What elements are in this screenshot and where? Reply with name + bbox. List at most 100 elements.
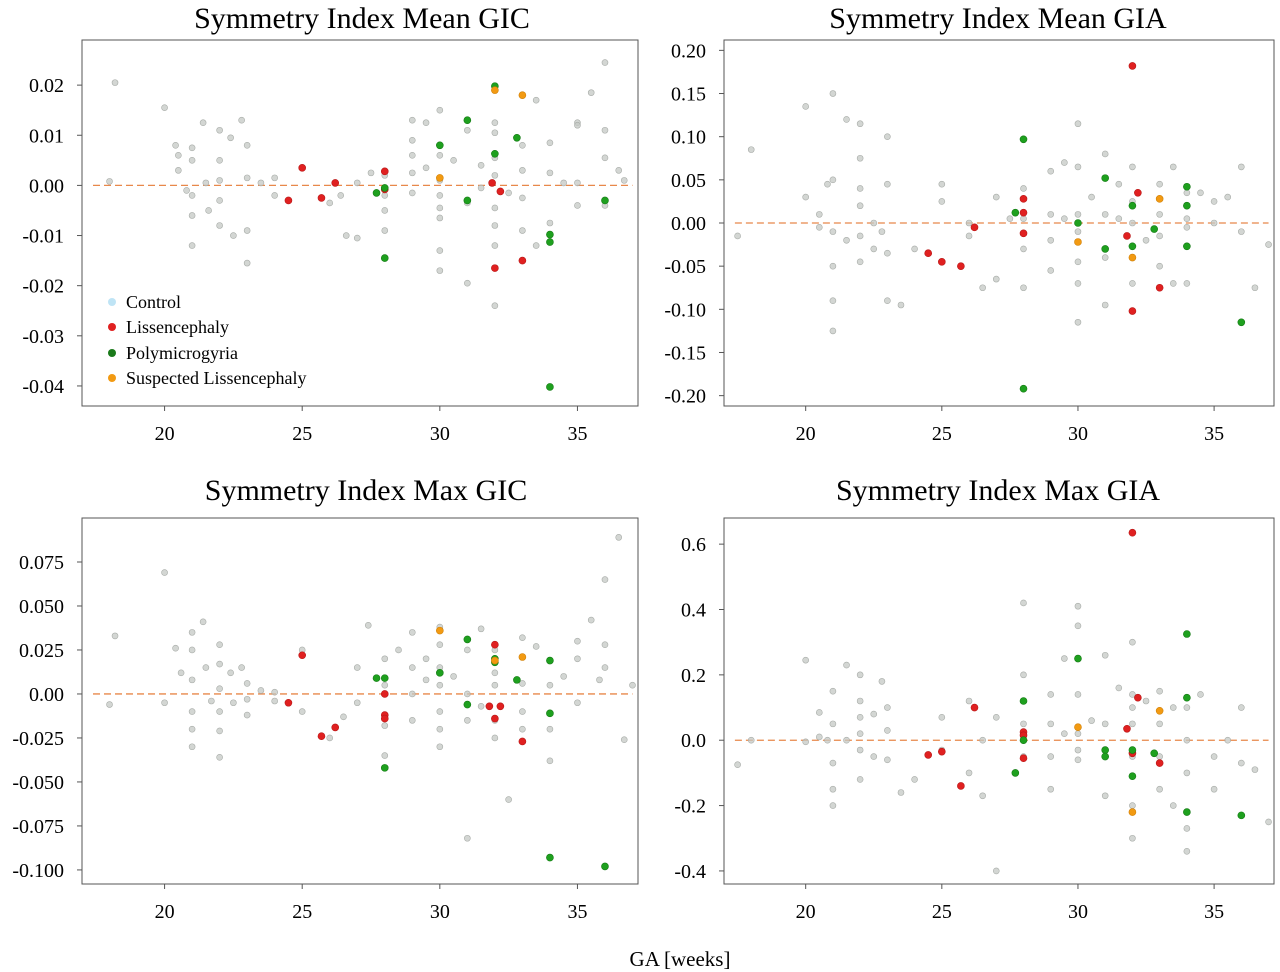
- data-point-control: [1156, 211, 1163, 218]
- data-point-polymicrogyria: [1237, 318, 1246, 327]
- data-point-control: [188, 192, 196, 199]
- data-point-control: [856, 185, 864, 192]
- data-point-control: [884, 727, 891, 734]
- data-point-control: [1129, 802, 1136, 809]
- data-point-control: [815, 224, 823, 231]
- series-lissencephaly: [284, 164, 527, 272]
- data-point-control: [1074, 258, 1082, 266]
- data-point-control: [1074, 120, 1082, 128]
- data-point-control: [856, 746, 864, 754]
- y-tick-label: 0.4: [681, 600, 706, 622]
- data-point-control: [601, 59, 609, 66]
- data-point-control: [1061, 159, 1068, 166]
- y-tick-label: -0.01: [22, 226, 64, 248]
- data-point-suspected-lissencephaly: [1128, 808, 1137, 816]
- data-point-lissencephaly: [1134, 188, 1142, 197]
- data-point-control: [1074, 163, 1082, 171]
- data-point-lissencephaly: [1128, 307, 1137, 315]
- data-point-lissencephaly: [485, 702, 494, 711]
- data-point-control: [911, 245, 918, 253]
- data-point-control: [381, 192, 389, 199]
- data-point-control: [177, 669, 185, 677]
- data-point-lissencephaly: [938, 258, 946, 266]
- chart-title: Symmetry Index Mean GIC: [194, 2, 530, 35]
- data-point-control: [1020, 185, 1027, 192]
- data-point-control: [601, 641, 609, 648]
- data-point-polymicrogyria: [436, 141, 444, 150]
- data-point-control: [188, 212, 196, 219]
- data-point-control: [188, 144, 196, 152]
- data-point-lissencephaly: [284, 698, 293, 707]
- y-tick-label: 0.0: [681, 730, 706, 752]
- data-point-control: [491, 242, 499, 249]
- data-point-lissencephaly: [284, 196, 293, 205]
- data-point-control: [243, 259, 251, 267]
- data-point-polymicrogyria: [380, 254, 389, 262]
- data-point-polymicrogyria: [513, 133, 521, 142]
- data-point-control: [965, 232, 973, 240]
- data-point-control: [422, 655, 430, 663]
- data-point-polymicrogyria: [436, 669, 444, 677]
- data-point-control: [491, 734, 499, 742]
- data-point-polymicrogyria: [1150, 749, 1158, 758]
- data-point-control: [436, 152, 444, 159]
- series-control: [106, 59, 628, 310]
- data-point-lissencephaly: [317, 194, 326, 202]
- data-point-suspected-lissencephaly: [491, 656, 499, 665]
- chart-title: Symmetry Index Mean GIA: [829, 2, 1167, 35]
- data-point-control: [271, 174, 278, 182]
- data-point-control: [1115, 215, 1123, 222]
- data-point-lissencephaly: [957, 262, 965, 270]
- data-point-lissencephaly: [518, 256, 527, 265]
- data-point-lissencephaly: [924, 249, 933, 258]
- data-point-control: [992, 275, 1000, 283]
- y-tick-label: -0.02: [22, 276, 64, 298]
- data-point-control: [1047, 720, 1055, 728]
- data-point-control: [188, 629, 196, 636]
- y-tick-label: -0.4: [674, 861, 706, 883]
- data-point-control: [856, 697, 864, 705]
- data-point-control: [1210, 219, 1218, 227]
- chart-panel-4: Symmetry Index Max GIA 20 25 30 35 0.6 0.4 0.2 0…: [674, 474, 1275, 923]
- data-point-control: [1074, 746, 1082, 754]
- data-point-polymicrogyria: [463, 116, 472, 125]
- data-point-control: [911, 776, 918, 783]
- data-point-control: [1169, 280, 1177, 287]
- data-point-control: [884, 180, 891, 188]
- data-point-control: [161, 104, 168, 111]
- x-tick-label: 25: [292, 423, 312, 445]
- series-polymicrogyria: [372, 635, 609, 871]
- data-point-polymicrogyria: [1183, 808, 1191, 816]
- data-point-control: [574, 121, 581, 129]
- data-point-control: [843, 116, 850, 123]
- data-point-lissencephaly: [1128, 62, 1137, 70]
- data-point-control: [1265, 818, 1272, 826]
- data-point-polymicrogyria: [1101, 746, 1109, 754]
- data-point-control: [1183, 189, 1191, 197]
- data-point-control: [408, 717, 416, 724]
- data-point-control: [884, 249, 891, 257]
- data-point-control: [829, 297, 837, 304]
- data-point-control: [1197, 189, 1204, 197]
- data-point-control: [856, 730, 864, 737]
- legend-entry-polymicrogyria: Polymicrogyria: [108, 343, 238, 363]
- data-point-control: [1074, 622, 1082, 630]
- data-point-polymicrogyria: [463, 700, 472, 709]
- data-point-lissencephaly: [518, 737, 527, 746]
- data-point-suspected-lissencephaly: [491, 86, 499, 94]
- data-point-control: [1074, 211, 1082, 218]
- data-point-control: [199, 618, 207, 626]
- data-point-lissencephaly: [1019, 195, 1028, 203]
- data-point-control: [829, 785, 837, 793]
- x-tick-label: 30: [430, 901, 450, 923]
- data-point-control: [381, 681, 389, 689]
- chart-panel-1: Symmetry Index Mean GIC 20 25 30 35 0.02 0.01 0…: [22, 2, 639, 445]
- data-point-control: [243, 695, 251, 703]
- y-tick-label: 0.6: [681, 534, 706, 556]
- data-point-control: [436, 106, 444, 114]
- data-point-lissencephaly: [1019, 754, 1028, 762]
- data-point-control: [1074, 280, 1082, 287]
- data-point-control: [979, 792, 986, 800]
- data-point-polymicrogyria: [372, 189, 381, 197]
- data-point-control: [802, 656, 809, 664]
